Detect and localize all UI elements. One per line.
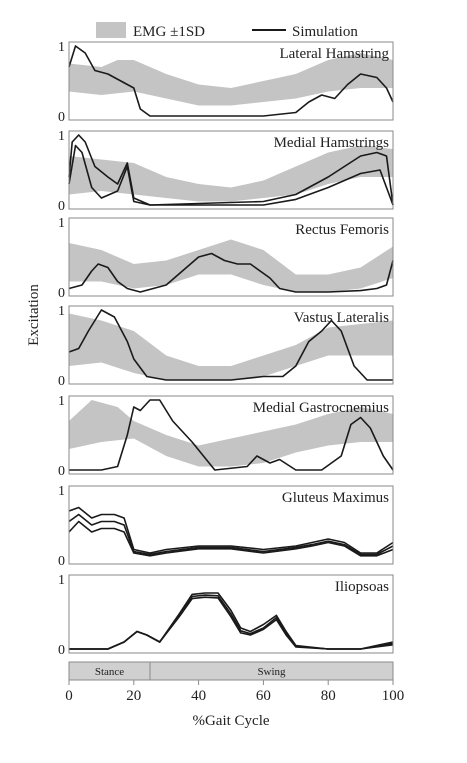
panel: Medial Hamstrings 0 1 — [58, 129, 394, 214]
swing-bar — [149, 661, 394, 681]
y-tick-label: 0 — [58, 464, 65, 479]
emg-band — [69, 145, 393, 202]
panel-frame — [68, 41, 394, 121]
panel-title: Medial Gastrocnemius — [253, 400, 389, 416]
panel: Medial Gastrocnemius 0 1 — [58, 394, 394, 479]
y-tick-label: 0 — [58, 199, 65, 214]
panel-frame — [68, 574, 394, 654]
x-tick-label: 40 — [191, 688, 206, 704]
emg-band — [69, 239, 393, 292]
panel-title: Gluteus Maximus — [282, 490, 389, 506]
legend: EMG ±1SD Simulation — [96, 22, 358, 40]
y-tick-label: 1 — [58, 394, 65, 409]
x-tick-label: 20 — [126, 688, 141, 704]
panel-frame — [68, 305, 394, 385]
simulation-line — [68, 309, 393, 381]
y-tick-label: 0 — [58, 286, 65, 301]
phase-bar: Stance Swing — [68, 661, 394, 681]
y-tick-label: 1 — [58, 304, 65, 319]
simulation-line — [69, 592, 394, 650]
swing-label: Swing — [257, 666, 286, 678]
simulation-line — [69, 594, 394, 650]
panel: Lateral Hamstring 0 1 — [58, 40, 394, 125]
panel-frame — [68, 130, 394, 210]
x-tick-label: 0 — [65, 688, 73, 704]
emg-band — [69, 400, 393, 467]
panel-title: Vastus Lateralis — [294, 310, 390, 326]
panel-title: Rectus Femoris — [295, 222, 389, 238]
y-tick-label: 0 — [58, 374, 65, 389]
x-tick-label: 60 — [256, 688, 271, 704]
panel-title: Iliopsoas — [335, 579, 389, 595]
simulation-line — [68, 513, 394, 556]
panel: Vastus Lateralis 0 1 — [58, 304, 394, 389]
legend-band-swatch — [96, 22, 126, 38]
panel: Rectus Femoris 0 1 — [58, 216, 394, 301]
panel: Iliopsoas 0 1 — [58, 573, 394, 658]
y-tick-label: 1 — [58, 40, 65, 55]
y-tick-label: 0 — [58, 643, 65, 658]
simulation-line — [68, 520, 394, 557]
emg-band — [69, 313, 393, 380]
y-tick-label: 1 — [58, 573, 65, 588]
simulation-line — [69, 596, 394, 650]
y-tick-label: 1 — [58, 484, 65, 499]
y-tick-label: 1 — [58, 129, 65, 144]
emg-band — [69, 53, 393, 106]
y-tick-label: 0 — [58, 110, 65, 125]
simulation-line — [68, 144, 394, 206]
panel-title: Lateral Hamstring — [279, 46, 389, 62]
legend-line-label: Simulation — [292, 24, 358, 40]
simulation-line — [68, 45, 394, 117]
panel-frame — [68, 217, 394, 297]
simulation-line — [69, 399, 394, 471]
panel-frame — [68, 395, 394, 475]
x-tick-label: 100 — [382, 688, 405, 704]
x-axis-label: %Gait Cycle — [192, 713, 269, 729]
x-axis-ticks: 0 20 40 60 80 100 — [65, 680, 404, 704]
x-tick-label: 80 — [321, 688, 336, 704]
simulation-line — [68, 252, 394, 293]
stance-label: Stance — [95, 666, 124, 678]
simulation-line — [68, 506, 394, 554]
y-tick-label: 0 — [58, 554, 65, 569]
panel: Gluteus Maximus 0 1 — [58, 484, 394, 569]
y-axis-label: Excitation — [26, 284, 42, 346]
legend-band-label: EMG ±1SD — [133, 24, 205, 40]
panel-frame — [68, 485, 394, 565]
y-tick-label: 1 — [58, 216, 65, 231]
panel-title: Medial Hamstrings — [274, 135, 390, 151]
